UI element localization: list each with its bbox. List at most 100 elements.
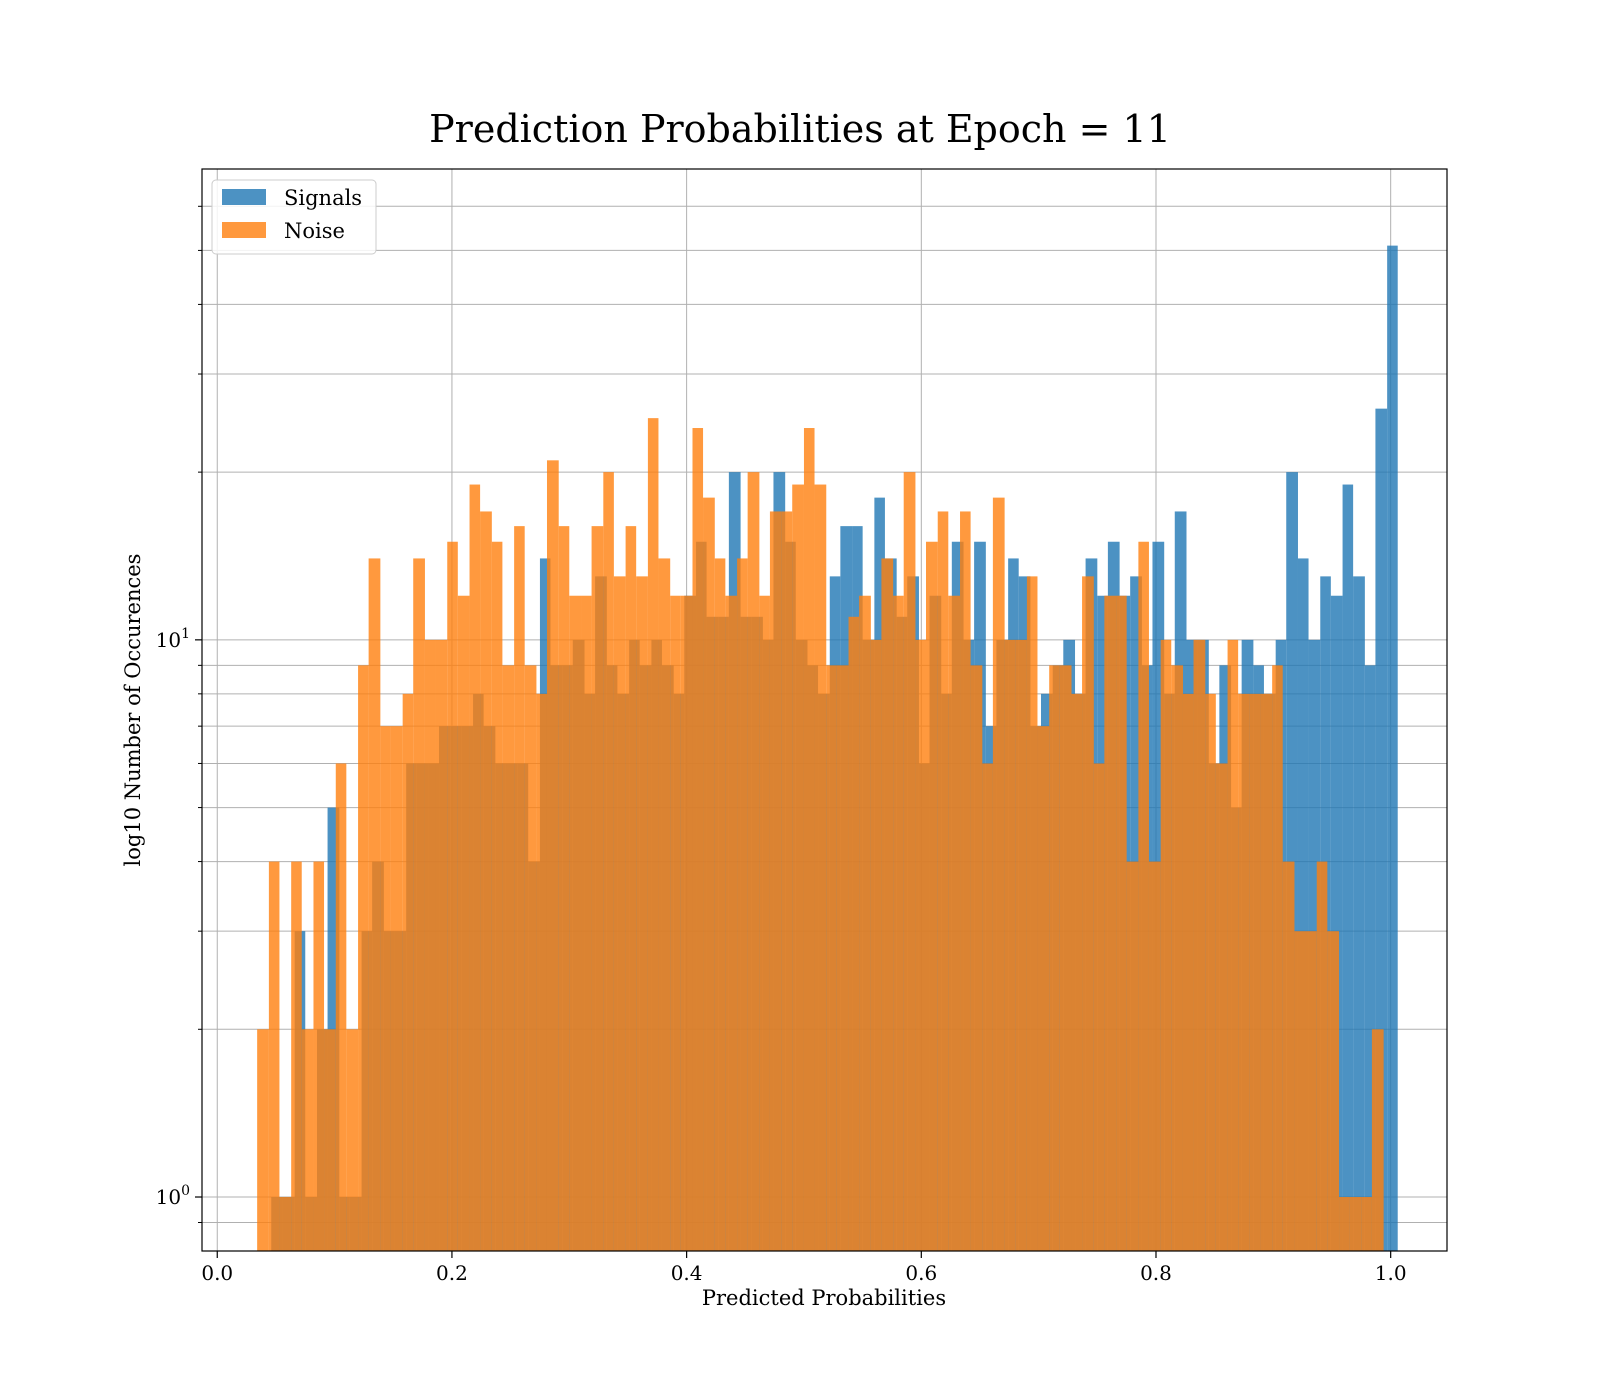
bar-noise bbox=[725, 595, 738, 1251]
bar-noise bbox=[1193, 639, 1206, 1251]
bar-noise bbox=[268, 861, 280, 1251]
bar-noise bbox=[358, 665, 369, 1251]
bar-noise bbox=[647, 418, 659, 1251]
bar-noise bbox=[926, 541, 938, 1251]
bar-noise bbox=[1182, 693, 1194, 1251]
bar-noise bbox=[636, 576, 648, 1251]
legend-label-noise: Noise bbox=[284, 219, 345, 243]
bar-noise bbox=[670, 595, 681, 1251]
bar-noise bbox=[915, 639, 927, 1251]
bar-noise bbox=[1327, 931, 1340, 1251]
bar-signals bbox=[1364, 665, 1376, 1251]
legend-swatch-signals bbox=[222, 189, 266, 205]
legend-swatch-noise bbox=[222, 222, 266, 238]
bar-noise bbox=[346, 1029, 359, 1251]
bar-noise bbox=[1104, 595, 1117, 1251]
bar-noise bbox=[937, 511, 949, 1252]
bar-noise bbox=[1227, 639, 1239, 1251]
legend: Signals Noise bbox=[211, 179, 377, 255]
bar-noise bbox=[435, 639, 448, 1251]
bar-noise bbox=[1215, 763, 1228, 1251]
bar-noise bbox=[1015, 639, 1027, 1251]
bar-noise bbox=[1171, 665, 1183, 1251]
bar-noise bbox=[1305, 931, 1317, 1251]
x-tick-label: 0.4 bbox=[671, 1261, 703, 1285]
bar-noise bbox=[759, 595, 770, 1251]
bar-noise bbox=[714, 558, 726, 1251]
bar-noise bbox=[703, 497, 715, 1251]
bar-noise bbox=[1205, 693, 1216, 1251]
y-axis-label: log10 Number of Occurences bbox=[121, 554, 145, 867]
bar-noise bbox=[848, 616, 860, 1251]
bar-signals bbox=[1375, 408, 1388, 1251]
bar-noise bbox=[1361, 1197, 1372, 1251]
bar-signals bbox=[1342, 484, 1354, 1252]
bar-noise bbox=[1260, 693, 1273, 1251]
bar-noise bbox=[1238, 693, 1250, 1251]
bar-noise bbox=[893, 595, 904, 1251]
bar-noise bbox=[424, 639, 436, 1251]
bar-noise bbox=[514, 526, 525, 1251]
bar-noise bbox=[881, 558, 894, 1251]
bar-noise bbox=[524, 665, 537, 1251]
bar-noise bbox=[581, 595, 592, 1251]
bar-noise bbox=[313, 861, 325, 1251]
x-tick-label: 0.2 bbox=[436, 1261, 468, 1285]
bar-noise bbox=[1049, 665, 1060, 1251]
bar-noise bbox=[335, 763, 347, 1251]
bar-noise bbox=[301, 1029, 314, 1251]
bar-noise bbox=[1138, 541, 1149, 1251]
bar-noise bbox=[324, 1029, 336, 1251]
bar-noise bbox=[803, 428, 815, 1251]
bar-signals bbox=[1297, 558, 1309, 1251]
bar-noise bbox=[792, 484, 804, 1252]
bar-noise bbox=[1071, 693, 1083, 1251]
bar-noise bbox=[502, 665, 515, 1251]
bar-noise bbox=[1371, 1029, 1384, 1251]
bar-noise bbox=[970, 665, 983, 1251]
bar-noise bbox=[413, 558, 425, 1251]
bar-noise bbox=[992, 497, 1005, 1251]
bar-noise bbox=[603, 472, 614, 1251]
bar-noise bbox=[402, 693, 414, 1251]
chart-title: Prediction Probabilities at Epoch = 11 bbox=[429, 107, 1171, 151]
bar-noise bbox=[948, 595, 961, 1251]
bar-noise bbox=[380, 726, 391, 1251]
bar-noise bbox=[680, 595, 693, 1251]
bar-noise bbox=[1004, 639, 1016, 1251]
bar-noise bbox=[960, 511, 971, 1252]
x-tick-label: 1.0 bbox=[1375, 1261, 1407, 1285]
bar-noise bbox=[613, 576, 626, 1251]
x-tick-label: 0.8 bbox=[1140, 1261, 1172, 1285]
bar-noise bbox=[1282, 861, 1295, 1251]
bar-noise bbox=[1294, 931, 1306, 1251]
bar-noise bbox=[859, 595, 871, 1251]
axes-frame bbox=[201, 168, 1448, 1252]
bar-noise bbox=[591, 526, 604, 1251]
bar-noise bbox=[870, 639, 882, 1251]
bar-noise bbox=[1059, 665, 1072, 1251]
bar-signals bbox=[1330, 595, 1343, 1251]
bar-noise bbox=[692, 428, 704, 1251]
bar-noise bbox=[658, 558, 671, 1251]
bar-noise bbox=[447, 541, 458, 1251]
bar-noise bbox=[390, 726, 403, 1251]
bar-noise bbox=[291, 861, 302, 1251]
x-tick-label: 0.0 bbox=[201, 1261, 233, 1285]
bar-noise bbox=[491, 541, 503, 1251]
bar-noise bbox=[480, 511, 492, 1252]
bar-noise bbox=[1037, 726, 1050, 1251]
bar-signals bbox=[1353, 576, 1365, 1251]
x-tick-label: 0.6 bbox=[905, 1261, 937, 1285]
bar-noise bbox=[737, 558, 748, 1251]
bar-noise bbox=[368, 558, 381, 1251]
x-axis-label: Predicted Probabilities bbox=[702, 1286, 946, 1310]
bar-noise bbox=[457, 595, 470, 1251]
bar-noise bbox=[1126, 861, 1139, 1251]
bar-noise bbox=[1026, 576, 1038, 1251]
bar-noise bbox=[558, 526, 570, 1251]
bar-noise bbox=[1316, 861, 1328, 1251]
histogram-bars bbox=[257, 245, 1398, 1252]
